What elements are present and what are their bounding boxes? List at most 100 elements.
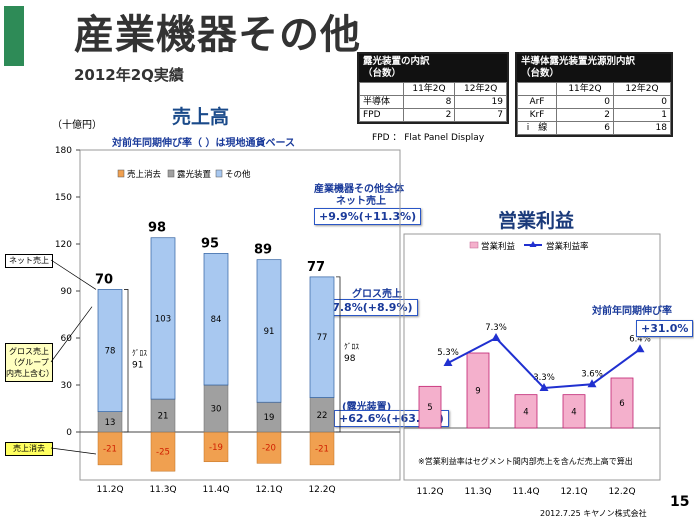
table-row: ArF 0 0 [517,95,672,109]
bar-exposure [203,384,229,433]
profit-footnote: ※営業利益率はセグメント間内部売上を含んだ売上高で算出 [418,457,633,466]
gross-sales-label: グロス売上 [352,289,402,300]
bar-other-label: 78 [105,347,116,357]
y-tick-label: 0 [66,428,72,438]
page-number: 15 [670,494,690,510]
legend-swatch [469,241,479,249]
rate-label: 3.6% [581,369,603,379]
profit-growth-label: 対前年同期伸び率 [592,306,672,317]
bar-elimination [150,431,176,472]
exposure-table-header: 露光装置の内訳 （台数） [359,54,507,82]
profit-chart-title: 営業利益 [498,210,575,232]
plot-area [79,149,401,481]
legend-label: 露光装置 [177,169,212,180]
bar-other-label: 84 [211,315,222,325]
footer-date: 2012.7.25 キヤノン株式会社 [540,509,647,518]
overall-net-growth-callout: +9.9%(+11.3%) [314,208,422,225]
table-cell: 18 [612,121,672,135]
bar-other-label: 91 [264,327,275,337]
exposure-label: (露光装置) [342,402,392,413]
light-table-header: 半導体露光装置光源別内訳 （台数） [517,54,671,82]
x-tick-label: 11.2Q [96,485,123,495]
x-tick-label: 11.4Q [202,485,229,495]
bar-operating-profit [610,377,634,429]
bar-other [256,259,282,403]
side-label-elim: 売上消去 [5,442,53,456]
bar-profit-label: 4 [523,407,528,417]
gross-value: 98 [344,354,356,364]
bar-elimination-label: -19 [209,443,223,453]
bar-exposure-label: 21 [158,412,169,422]
x-tick-label: 11.2Q [416,487,443,497]
fpd-footnote: FPD ： Flat Panel Display [372,133,485,143]
rate-label: 6.4% [629,334,651,344]
bar-other [97,289,123,412]
operating-margin-marker [635,344,645,353]
bar-elimination [256,431,282,464]
x-tick-label: 11.3Q [464,487,491,497]
bar-exposure [256,401,282,433]
rate-label: 3.3% [533,373,555,383]
bar-exposure-label: 19 [264,413,275,423]
profit-plot-area [403,233,661,481]
bar-operating-profit [418,385,442,429]
profit-growth-callout: +31.0% [636,320,694,337]
x-tick-label: 11.4Q [512,487,539,497]
bar-operating-profit [466,352,490,429]
bar-other [203,253,229,386]
legend-swatch [167,169,175,178]
light-table-title: 半導体露光装置光源別内訳 [521,56,636,67]
gross-leader-line [50,306,93,363]
table-cell: 7 [454,108,507,122]
title-accent-bar [4,6,24,66]
y-tick-label: 90 [61,287,73,297]
operating-margin-marker [491,333,501,341]
unit-label: （十億円） [52,120,102,131]
y-tick-label: 30 [61,381,73,391]
bar-elimination-label: -20 [262,444,276,454]
bar-elimination [97,431,123,466]
bar-total-label: 77 [307,260,325,275]
bar-other-label: 103 [155,314,171,324]
bar-profit-label: 9 [475,387,480,397]
gross-bracket [124,289,129,433]
bar-elimination-label: -21 [315,444,329,454]
legend-label: 売上消去 [127,169,162,180]
table-row: FPD 2 7 [359,108,507,122]
table-cell: 6 [555,121,614,135]
operating-margin-marker [539,383,549,391]
rate-label: 5.3% [437,348,459,358]
net-leader-line [50,259,97,290]
exposure-table-unit: （台数） [363,68,402,79]
table-row: KrF 2 1 [517,108,672,122]
legend-label: その他 [225,169,251,180]
elim-leader-line [50,447,97,455]
x-tick-label: 12.1Q [560,487,587,497]
bar-exposure-label: 30 [211,405,222,415]
gross-label: ｸﾞﾛｽ [132,349,147,358]
operating-margin-marker [443,358,453,366]
bar-profit-label: 5 [427,403,432,413]
bar-exposure [150,398,176,433]
bar-profit-label: 6 [619,399,624,409]
gross-label: ｸﾞﾛｽ [344,342,359,351]
bar-elimination-label: -21 [103,444,117,454]
operating-margin-marker [587,379,597,388]
table-row: 半導体 8 19 [359,95,507,109]
light-source-table: 半導体露光装置光源別内訳 （台数） 11年2Q 12年2Q ArF 0 0 KrF 2 1… [515,52,673,137]
legend-marker [529,241,537,247]
sales-chart-title: 売上高 [172,106,230,128]
page-title: 産業機器その他 [74,12,361,58]
side-label-gross: グロス売上（グループ内売上含む） [5,343,54,382]
y-tick-label: 120 [55,240,72,250]
bar-total-label: 89 [254,243,272,258]
bar-total-label: 98 [148,221,166,236]
row-label: i 線 [517,121,557,135]
x-tick-label: 12.2Q [308,485,335,495]
legend-label: 営業利益 [481,241,516,252]
bar-other [150,237,176,400]
legend-label: 営業利益率 [546,241,589,252]
gross-bracket [336,276,341,433]
exposure-breakdown-table: 露光装置の内訳 （台数） 11年2Q 12年2Q 半導体 8 19 FPD 2 7 [357,52,509,124]
